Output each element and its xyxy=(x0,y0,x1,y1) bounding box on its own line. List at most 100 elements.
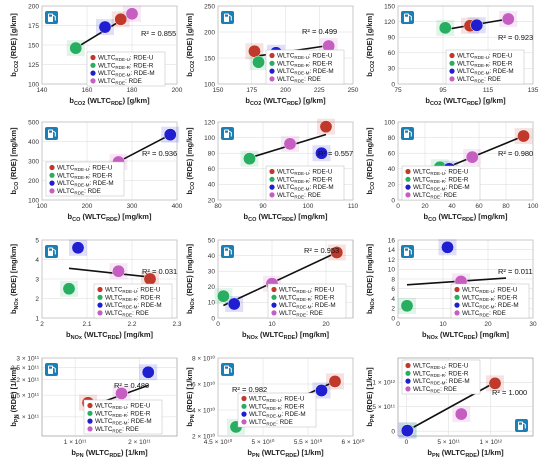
y-axis-label: bNOx (RDE) [mg/km] xyxy=(185,243,196,314)
y-tick-label: 150 xyxy=(28,42,39,49)
legend-entry: WLTCRDE-U: RDE-U xyxy=(413,363,469,371)
legend-marker xyxy=(97,310,103,316)
y-tick-label: 0 xyxy=(391,315,395,322)
x-tick-label: 20 xyxy=(484,321,492,328)
y-tick-label: 100 xyxy=(204,81,215,88)
y-axis-label: bCO (RDE) [mg/km] xyxy=(9,127,20,195)
data-point-rde-m xyxy=(315,146,328,160)
x-tick-label: 4.5 × 10¹⁰ xyxy=(204,438,233,446)
fuel-pump-icon-window xyxy=(49,248,52,251)
legend-marker xyxy=(405,168,411,175)
legend-entry: WLTCRDE-R: RDE-R xyxy=(413,176,469,184)
y-tick-label: 6 × 10¹⁰ xyxy=(192,380,215,388)
x-tick-label: 160 xyxy=(82,87,93,94)
x-tick-label: 115 xyxy=(483,87,494,94)
legend-box xyxy=(401,359,481,395)
legend-marker xyxy=(269,168,275,175)
legend-entry: WLTCRDE: RDE xyxy=(462,310,506,318)
y-tick-label: 90 xyxy=(388,35,396,42)
fuel-pump-icon-hose xyxy=(228,130,232,137)
legend-entry: WLTCRDE-R: RDE-R xyxy=(457,60,513,68)
legend-entry: WLTCRDE: RDE xyxy=(249,419,293,427)
x-tick-label: 5.5 × 10¹⁰ xyxy=(294,438,323,446)
x-tick-label: 100 xyxy=(303,203,314,210)
x-tick-label: 20 xyxy=(421,203,429,210)
x-tick-label: 5 × 10¹¹ xyxy=(437,439,460,446)
data-point-rde-r xyxy=(243,152,256,166)
chart-panel-6: 0 20 40 60 80 100 0 20 40 60 80 100 bCO (WLTCRDE) [m… xyxy=(365,119,539,223)
data-point-rde-u xyxy=(248,44,261,58)
legend-marker xyxy=(449,60,455,66)
data-point-rde-m xyxy=(315,384,328,397)
x-tick-label: 0 xyxy=(396,321,400,328)
legend-entry: WLTCRDE-M: RDE-M xyxy=(413,184,470,192)
data-point-rde-r xyxy=(252,55,265,69)
chart-panel-11: 4.5 × 10¹⁰ 5 × 10¹⁰ 5.5 × 10¹⁰ 6 × 10¹⁰ 2 × … xyxy=(185,354,365,459)
y-tick-label: 5 × 10¹¹ xyxy=(372,404,395,411)
legend-entry: WLTCRDE: RDE xyxy=(98,78,142,86)
x-tick-label: 20 xyxy=(322,321,330,328)
legend-entry: WLTCRDE-M: RDE-M xyxy=(95,418,152,426)
legend-marker xyxy=(90,62,96,68)
y-axis-label: bNOx (RDE) [mg/km] xyxy=(365,243,376,314)
y-tick-label: 100 xyxy=(384,119,395,126)
y-tick-label: 2 × 10¹¹ xyxy=(16,377,39,384)
chart-panel-9: 0 10 20 30 0 2 4 6 8 10 12 14 16 bNOx (WLTCRDE) [mg/k… xyxy=(365,237,537,341)
legend-entry: WLTCRDE-M: RDE-M xyxy=(249,411,306,419)
legend-marker xyxy=(241,395,247,402)
x-axis-label: bCO2 (WLTCRDE) [g/km] xyxy=(69,96,150,107)
data-point-rde-u xyxy=(328,374,342,388)
y-axis-label: bCO2 (RDE) [g/km] xyxy=(365,13,376,77)
y-tick-label: 200 xyxy=(28,178,39,185)
y-tick-label: 2.5 × 10¹¹ xyxy=(11,365,40,372)
legend-entry: WLTCRDE: RDE xyxy=(277,192,321,200)
legend-marker xyxy=(269,176,275,182)
legend-entry: WLTCRDE: RDE xyxy=(413,386,457,394)
y-tick-label: 300 xyxy=(28,158,39,165)
y-tick-label: 16 xyxy=(388,237,396,244)
data-point-rde-m xyxy=(71,241,85,255)
x-axis-label: bCO (WLTCRDE) [mg/km] xyxy=(424,212,508,223)
legend-marker xyxy=(449,68,455,74)
x-tick-label: 225 xyxy=(314,87,325,94)
data-point-rde-m xyxy=(141,365,155,379)
legend-marker xyxy=(454,302,460,308)
legend-marker xyxy=(90,78,96,84)
y-axis-label: bNOx (RDE) [mg/km] xyxy=(9,243,20,314)
chart-panel-5: 80 90 100 110 20 40 60 80 100 120 bCO (WLTCRDE) [m… xyxy=(185,118,359,223)
fuel-pump-icon-window xyxy=(519,422,522,425)
y-tick-label: 200 xyxy=(204,29,215,36)
legend-box xyxy=(93,283,173,319)
legend-marker xyxy=(90,54,96,61)
x-tick-label: 30 xyxy=(529,321,537,328)
legend-marker xyxy=(405,362,411,369)
regression-line xyxy=(406,381,496,432)
y-tick-label: 4 × 10¹⁰ xyxy=(192,406,215,414)
y-tick-label: 10 xyxy=(208,300,216,307)
y-tick-label: 8 × 10¹⁰ xyxy=(192,354,215,362)
y-tick-label: 0 xyxy=(391,197,395,204)
data-point-rde-m xyxy=(163,128,177,142)
legend-marker xyxy=(454,310,460,316)
legend-entry: WLTCRDE-R: RDE-R xyxy=(279,294,335,302)
legend-entry: WLTCRDE-U: RDE-U xyxy=(277,169,333,177)
regression-line xyxy=(68,267,151,278)
y-tick-label: 30 xyxy=(388,66,396,73)
legend-marker xyxy=(87,418,93,424)
x-tick-label: 100 xyxy=(37,203,48,210)
x-tick-label: 300 xyxy=(127,203,138,210)
y-axis-label: bPN (RDE) [1/km] xyxy=(185,367,196,427)
x-tick-label: 40 xyxy=(448,203,456,210)
y-axis-label: bCO (RDE) [mg/km] xyxy=(185,127,196,195)
fuel-pump-icon xyxy=(45,127,58,140)
legend-box xyxy=(450,283,530,319)
x-axis-label: bPN (WLTCRDE) [1/km] xyxy=(71,448,148,459)
y-tick-label: 1 xyxy=(35,315,39,322)
legend-marker xyxy=(405,176,411,182)
x-tick-label: 2.3 xyxy=(172,321,181,328)
